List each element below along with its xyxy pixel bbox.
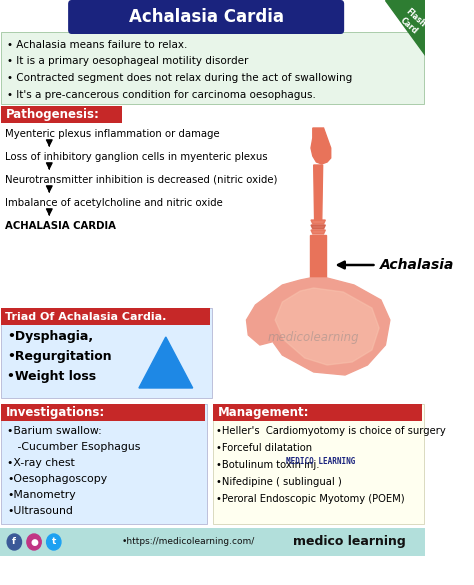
Polygon shape bbox=[246, 295, 275, 345]
Text: MEDICO LEARNING: MEDICO LEARNING bbox=[286, 456, 356, 466]
FancyBboxPatch shape bbox=[1, 404, 207, 524]
FancyBboxPatch shape bbox=[1, 106, 122, 123]
Text: t: t bbox=[52, 538, 56, 546]
Circle shape bbox=[27, 534, 41, 550]
Text: •X-ray chest: •X-ray chest bbox=[7, 458, 75, 468]
Text: Achalasia: Achalasia bbox=[380, 258, 455, 272]
Circle shape bbox=[46, 534, 61, 550]
Polygon shape bbox=[311, 225, 325, 229]
FancyBboxPatch shape bbox=[0, 528, 425, 556]
Text: • It is a primary oesophageal motility disorder: • It is a primary oesophageal motility d… bbox=[7, 57, 248, 67]
Text: Imbalance of acetylcholine and nitric oxide: Imbalance of acetylcholine and nitric ox… bbox=[5, 198, 223, 208]
Polygon shape bbox=[310, 235, 326, 280]
Polygon shape bbox=[139, 337, 193, 388]
Text: f: f bbox=[12, 538, 16, 546]
Text: Triad Of Achalasia Cardia.: Triad Of Achalasia Cardia. bbox=[5, 311, 167, 322]
FancyBboxPatch shape bbox=[1, 32, 424, 104]
Text: Myenteric plexus inflammation or damage: Myenteric plexus inflammation or damage bbox=[5, 129, 220, 139]
Polygon shape bbox=[275, 288, 379, 365]
FancyBboxPatch shape bbox=[1, 404, 205, 421]
Text: •Regurgitation: •Regurgitation bbox=[7, 350, 112, 363]
Polygon shape bbox=[314, 165, 323, 220]
Text: -Cucumber Esophagus: -Cucumber Esophagus bbox=[7, 442, 141, 452]
Polygon shape bbox=[260, 278, 390, 375]
FancyBboxPatch shape bbox=[1, 308, 210, 325]
Text: • It's a pre-cancerous condition for carcinoma oesophagus.: • It's a pre-cancerous condition for car… bbox=[7, 90, 316, 99]
Text: ACHALASIA CARDIA: ACHALASIA CARDIA bbox=[5, 221, 117, 231]
Text: •Oesophagoscopy: •Oesophagoscopy bbox=[7, 474, 107, 484]
Text: •Peroral Endoscopic Myotomy (POEM): •Peroral Endoscopic Myotomy (POEM) bbox=[216, 494, 405, 504]
Polygon shape bbox=[311, 230, 325, 234]
Text: •Barium swallow:: •Barium swallow: bbox=[7, 426, 102, 436]
Text: Flash
Card: Flash Card bbox=[397, 7, 428, 37]
FancyBboxPatch shape bbox=[213, 404, 422, 421]
Text: •Manometry: •Manometry bbox=[7, 490, 76, 500]
Text: •Dysphagia,: •Dysphagia, bbox=[7, 330, 93, 343]
FancyBboxPatch shape bbox=[1, 308, 211, 398]
Text: • Contracted segment does not relax during the act of swallowing: • Contracted segment does not relax duri… bbox=[7, 73, 353, 83]
Text: •Forceful dilatation: •Forceful dilatation bbox=[216, 443, 312, 453]
Text: Investigations:: Investigations: bbox=[5, 406, 105, 419]
Text: •Weight loss: •Weight loss bbox=[7, 370, 96, 383]
Text: ●: ● bbox=[30, 538, 38, 546]
Text: medicolearning: medicolearning bbox=[268, 332, 359, 345]
FancyBboxPatch shape bbox=[68, 0, 344, 34]
Text: Pathogenesis:: Pathogenesis: bbox=[5, 108, 99, 121]
Text: •Botulinum toxin inj.: •Botulinum toxin inj. bbox=[216, 460, 319, 470]
Text: Loss of inhibitory ganglion cells in myenteric plexus: Loss of inhibitory ganglion cells in mye… bbox=[5, 152, 268, 162]
Circle shape bbox=[7, 534, 21, 550]
Text: •https://medicolearning.com/: •https://medicolearning.com/ bbox=[122, 538, 255, 546]
FancyBboxPatch shape bbox=[213, 404, 424, 524]
Text: Neurotransmitter inhibition is decreased (nitric oxide): Neurotransmitter inhibition is decreased… bbox=[5, 175, 278, 185]
Text: • Achalasia means failure to relax.: • Achalasia means failure to relax. bbox=[7, 40, 188, 50]
Text: •Nifedipine ( sublingual ): •Nifedipine ( sublingual ) bbox=[216, 477, 342, 487]
Text: Management:: Management: bbox=[218, 406, 310, 419]
Text: Achalasia Cardia: Achalasia Cardia bbox=[128, 8, 283, 26]
Text: •Ultrasound: •Ultrasound bbox=[7, 506, 73, 516]
Text: medico learning: medico learning bbox=[293, 535, 406, 549]
Text: •Heller's  Cardiomyotomy is choice of surgery: •Heller's Cardiomyotomy is choice of sur… bbox=[216, 426, 446, 436]
Polygon shape bbox=[311, 220, 325, 224]
Polygon shape bbox=[385, 0, 425, 55]
Polygon shape bbox=[311, 128, 331, 164]
